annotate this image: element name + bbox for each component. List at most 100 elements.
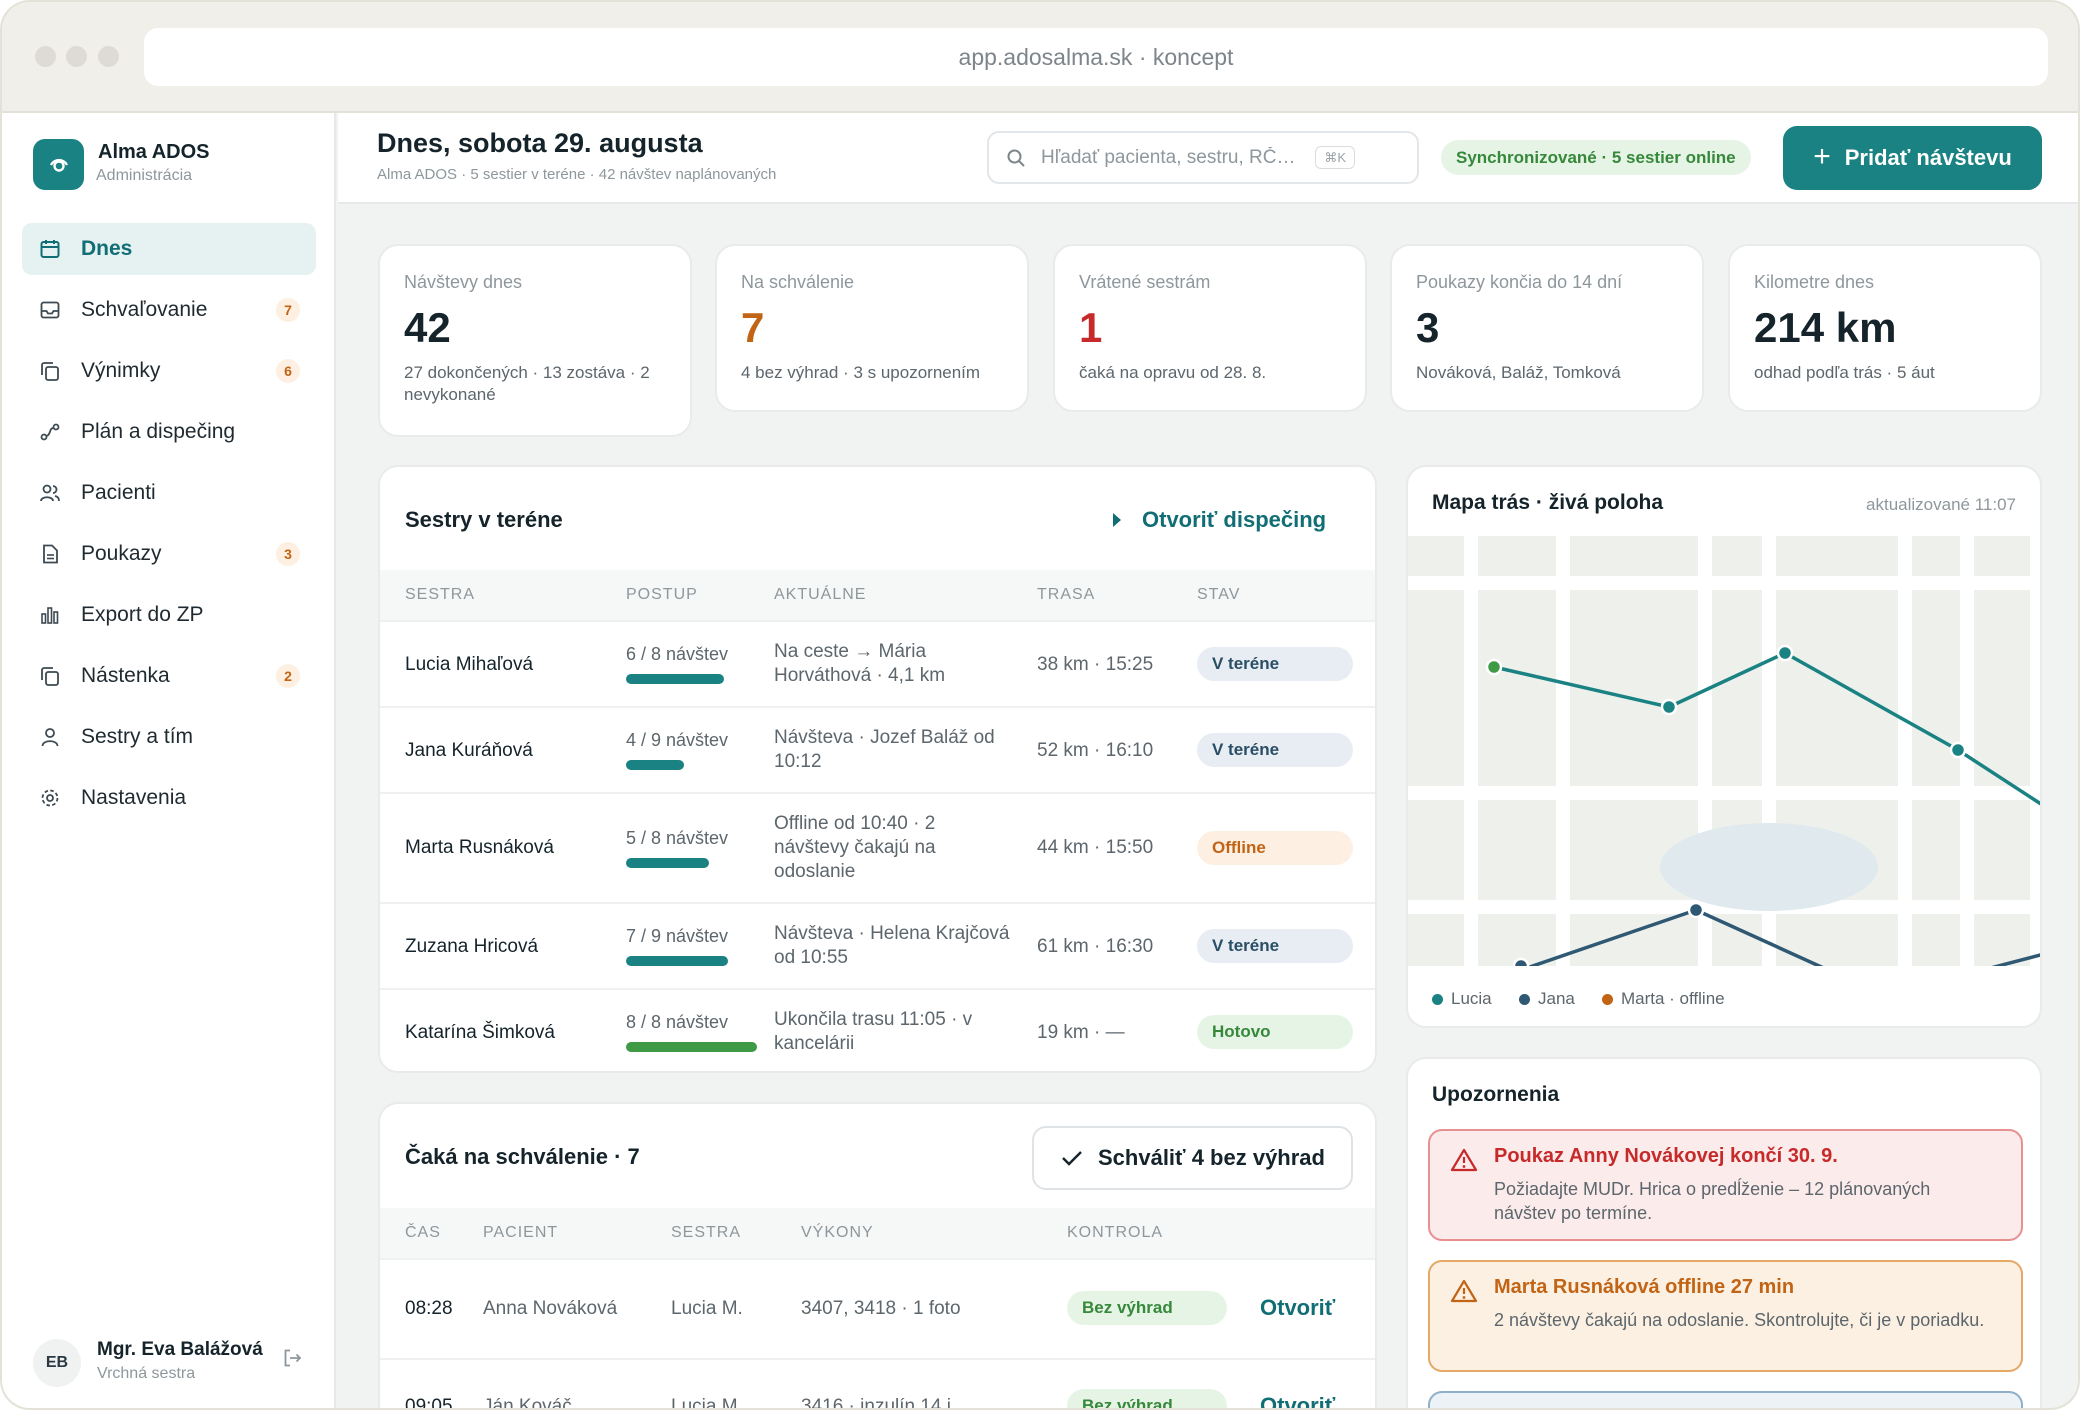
check-icon [1062, 1151, 1082, 1166]
sidebar-item-dnes[interactable]: Dnes [22, 223, 316, 275]
progress-bar [626, 956, 728, 966]
status-badge: Offline [1197, 831, 1353, 865]
map-legend: Lucia Jana Marta · offline [1432, 989, 2022, 1013]
sidebar-item-pacienti[interactable]: Pacienti [22, 467, 316, 519]
address-bar[interactable]: app.adosalma.sk · koncept [144, 28, 2048, 86]
brand-name: Alma ADOS [98, 141, 210, 163]
stat-value: 42 [404, 304, 451, 351]
table-row[interactable]: 08:28 Anna Nováková Lucia M. 3407, 3418 … [380, 1258, 1375, 1358]
stat-value: 1 [1079, 304, 1103, 351]
window-minimize-dot[interactable] [66, 46, 87, 67]
sidebar-item-sestry-a-tim[interactable]: Sestry a tím [22, 711, 316, 763]
table-header: SESTRA POSTUP AKTUÁLNE TRASA STAV [380, 570, 1375, 620]
copy-icon [38, 359, 62, 383]
logout-icon[interactable] [281, 1347, 303, 1374]
gear-icon [38, 786, 62, 810]
stat-card-returned[interactable]: Vrátené sestrám 1 čaká na opravu od 28. … [1053, 244, 1367, 412]
user-profile[interactable]: EB Mgr. Eva Balážová Vrchná sestra [33, 1333, 313, 1393]
progress-bar [626, 1042, 757, 1052]
progress-bar [626, 858, 709, 868]
nurse-name: Lucia Mihaľová [405, 654, 534, 675]
alert-body: 2 návštevy čakajú na odoslanie. Skontrol… [1494, 1310, 1985, 1330]
table-row[interactable]: Jana Kuráňová 4 / 9 návštev Návšteva · J… [380, 706, 1375, 792]
alert-info-partial[interactable] [1428, 1391, 2023, 1408]
brand-logo-icon [49, 158, 68, 172]
sidebar-item-export-do-zp[interactable]: Export do ZP [22, 589, 316, 641]
route-map[interactable] [1408, 536, 2040, 966]
current-activity: Na ceste → Mária Horváthová · 4,1 km [774, 641, 946, 686]
route-info: 38 km · 15:25 [1037, 654, 1154, 675]
route-icon [38, 420, 62, 444]
add-visit-button[interactable]: + Pridať návštevu [1783, 126, 2042, 190]
sidebar-item-label: Výnimky [81, 359, 161, 382]
status-badge: V teréne [1197, 929, 1353, 963]
check-status-badge: Bez výhrad [1067, 1389, 1227, 1408]
stat-card-visits[interactable]: Návštevy dnes 42 27 dokončených · 13 zos… [378, 244, 692, 437]
count-badge: 7 [276, 298, 300, 322]
check-status-badge: Bez výhrad [1067, 1291, 1227, 1325]
sidebar-item-poukazy[interactable]: Poukazy 3 [22, 528, 316, 580]
panel-title: Mapa trás · živá poloha [1432, 491, 1664, 514]
stat-detail: 27 dokončených · 13 zostáva · 2 nevykona… [404, 363, 650, 404]
column-header: TRASA [1037, 586, 1096, 603]
column-header: SESTRA [405, 586, 476, 603]
window-zoom-dot[interactable] [98, 46, 119, 67]
stat-label: Na schválenie [741, 272, 855, 292]
table-row[interactable]: Katarína Šimková 8 / 8 návštev Ukončila … [380, 988, 1375, 1071]
copy-icon [38, 664, 62, 688]
calendar-icon [38, 237, 62, 261]
bar-chart-icon [38, 603, 62, 627]
table-row[interactable]: Marta Rusnáková 5 / 8 návštev Offline od… [380, 792, 1375, 902]
nurse-name: Katarína Šimková [405, 1022, 555, 1043]
route-line-jana-segment [1991, 953, 2040, 966]
avatar: EB [33, 1339, 81, 1387]
progress-label: 4 / 9 návštev [626, 730, 729, 750]
open-dispatch-link[interactable]: Otvoriť dispečing [1110, 507, 1326, 533]
progress-bar [626, 760, 684, 770]
patient-name: Anna Nováková [483, 1298, 618, 1319]
open-dispatch-label: Otvoriť dispečing [1142, 507, 1327, 532]
sidebar-item-label: Sestry a tím [81, 725, 194, 748]
stat-card-vouchers[interactable]: Poukazy končia do 14 dní 3 Nováková, Bal… [1390, 244, 1704, 412]
page-title: Dnes, sobota 29. augusta [377, 128, 703, 158]
caret-right-icon [1113, 513, 1121, 527]
nurse-name: Lucia M. [671, 1298, 743, 1319]
column-header: POSTUP [626, 586, 698, 603]
sidebar-item-label: Pacienti [81, 481, 156, 504]
progress-label: 6 / 8 návštev [626, 644, 729, 664]
legend-dot [1602, 993, 1613, 1005]
column-header: ČAS [405, 1224, 441, 1241]
sidebar-item-schvalovanie[interactable]: Schvaľovanie 7 [22, 284, 316, 336]
table-row[interactable]: 09:05 Ján Kováč Lucia M. 3416 · inzulín … [380, 1358, 1375, 1410]
sidebar-item-vynimky[interactable]: Výnimky 6 [22, 345, 316, 397]
count-badge: 3 [276, 542, 300, 566]
table-row[interactable]: Lucia Mihaľová 6 / 8 návštev Na ceste → … [380, 620, 1375, 706]
window-close-dot[interactable] [35, 46, 56, 67]
procedures: 3407, 3418 · 1 foto [801, 1298, 961, 1319]
search-input[interactable]: Hľadať pacienta, sestru, RČ… ⌘K [987, 131, 1419, 184]
progress-bar [626, 674, 724, 684]
stat-card-approval[interactable]: Na schválenie 7 4 bez výhrad · 3 s upozo… [715, 244, 1029, 412]
search-placeholder: Hľadať pacienta, sestru, RČ… [1041, 147, 1296, 168]
alert-nurse-offline[interactable]: Marta Rusnáková offline 27 min 2 návštev… [1428, 1260, 2023, 1372]
patient-name: Ján Kováč [483, 1396, 572, 1410]
approve-all-button[interactable]: Schváliť 4 bez výhrad [1032, 1126, 1353, 1190]
sidebar-item-plan-a-dispecing[interactable]: Plán a dispečing [22, 406, 316, 458]
sidebar-item-label: Nástenka [81, 664, 170, 687]
stat-card-kilometers[interactable]: Kilometre dnes 214 km odhad podľa trás ·… [1728, 244, 2042, 412]
inbox-icon [38, 298, 62, 322]
open-link[interactable]: Otvoriť [1260, 1295, 1336, 1320]
stat-detail: čaká na opravu od 28. 8. [1079, 363, 1267, 382]
approval-panel: Čaká na schválenie · 7 Schváliť 4 bez vý… [378, 1102, 1377, 1410]
table-row[interactable]: Zuzana Hricová 7 / 9 návštev Návšteva · … [380, 902, 1375, 988]
alert-voucher-expiry[interactable]: Poukaz Anny Novákovej končí 30. 9. Požia… [1428, 1129, 2023, 1241]
sidebar: Alma ADOS Administrácia Dnes Schvaľovani… [2, 113, 336, 1408]
sidebar-item-nastavenia[interactable]: Nastavenia [22, 772, 316, 824]
column-header: AKTUÁLNE [774, 586, 867, 603]
document-icon [38, 542, 62, 566]
sidebar-item-label: Dnes [81, 237, 133, 260]
sidebar-item-nastenka[interactable]: Nástenka 2 [22, 650, 316, 702]
open-link[interactable]: Otvoriť [1260, 1393, 1336, 1410]
warning-triangle-icon [1450, 1147, 1478, 1178]
